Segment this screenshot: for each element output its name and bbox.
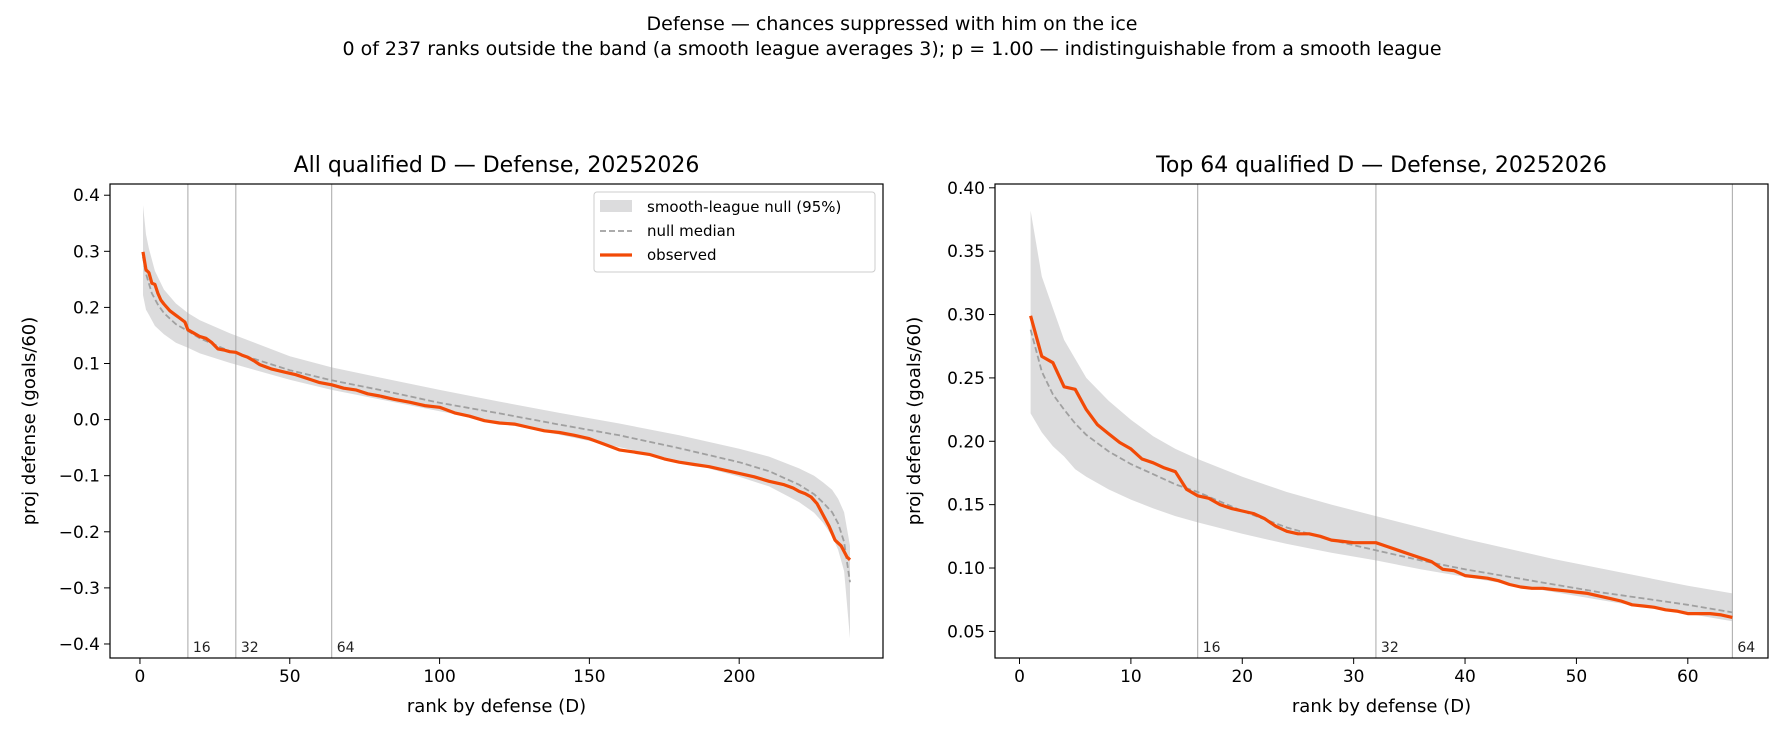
y-tick-label: −0.4 bbox=[59, 635, 100, 655]
x-tick-label: 60 bbox=[1677, 667, 1699, 687]
chart-title: All qualified D — Defense, 20252026 bbox=[294, 153, 700, 178]
null-band bbox=[1030, 210, 1733, 622]
y-tick-label: 0.15 bbox=[947, 496, 985, 516]
observed-line bbox=[1029, 315, 1733, 619]
rank-cutoff-label-32: 32 bbox=[241, 640, 259, 656]
x-tick-label: 50 bbox=[279, 667, 301, 687]
figure-title-line-2: 0 of 237 ranks outside the band (a smoot… bbox=[342, 38, 1442, 60]
y-tick-label: 0.05 bbox=[947, 622, 985, 642]
y-tick-label: 0.0 bbox=[73, 411, 100, 431]
y-tick-label: 0.20 bbox=[947, 432, 985, 452]
legend-band-swatch bbox=[600, 200, 632, 212]
figure-title: Defense — chances suppressed with him on… bbox=[0, 12, 1784, 62]
observed-line bbox=[141, 251, 852, 561]
y-tick-label: −0.1 bbox=[59, 467, 100, 487]
chart-title: Top 64 qualified D — Defense, 20252026 bbox=[1155, 153, 1607, 178]
x-tick-label: 100 bbox=[423, 667, 455, 687]
chart-panel-1: 16 32 64 0 50 100 150 200 −0.4 −0.3 −0.2 −0.1 0.0 0.1… bbox=[19, 153, 884, 717]
y-tick-label: 0.10 bbox=[947, 559, 985, 579]
rank-cutoff-label-16: 16 bbox=[193, 640, 211, 656]
plot-area bbox=[1029, 184, 1733, 658]
x-axis-label: rank by defense (D) bbox=[1292, 696, 1471, 717]
null-median-line bbox=[1029, 329, 1733, 614]
y-tick-label: 0.35 bbox=[947, 242, 985, 262]
legend: smooth-league null (95%) null median obser… bbox=[593, 191, 876, 273]
axes-frame bbox=[994, 183, 1769, 659]
null-median-line bbox=[142, 256, 851, 583]
x-tick-label: 50 bbox=[1566, 667, 1588, 687]
y-tick-label: 0.30 bbox=[947, 306, 985, 326]
y-axis-label: proj defense (goals/60) bbox=[904, 317, 925, 526]
y-tick-label: 0.1 bbox=[73, 355, 100, 375]
y-tick-label: 0.2 bbox=[73, 298, 100, 318]
y-axis-label: proj defense (goals/60) bbox=[19, 317, 40, 526]
x-tick-label: 0 bbox=[1014, 667, 1025, 687]
legend-box bbox=[593, 191, 876, 273]
x-tick-label: 10 bbox=[1120, 667, 1142, 687]
y-tick-label: 0.3 bbox=[73, 242, 100, 262]
y-tick-label: 0.4 bbox=[73, 186, 100, 206]
rank-cutoff-label-64: 64 bbox=[337, 640, 355, 656]
x-tick-label: 30 bbox=[1343, 667, 1365, 687]
plot-area bbox=[141, 184, 852, 658]
x-tick-label: 200 bbox=[723, 667, 755, 687]
x-tick-label: 20 bbox=[1231, 667, 1253, 687]
rank-cutoff-label-32: 32 bbox=[1381, 640, 1399, 656]
rank-cutoff-label-16: 16 bbox=[1203, 640, 1221, 656]
x-axis-label: rank by defense (D) bbox=[407, 696, 586, 717]
figure-title-line-1: Defense — chances suppressed with him on… bbox=[646, 13, 1138, 35]
x-tick-label: 0 bbox=[135, 667, 146, 687]
y-tick-label: 0.25 bbox=[947, 369, 985, 389]
legend-median-label: null median bbox=[647, 222, 735, 240]
axes-frame bbox=[109, 183, 884, 659]
x-tick-label: 150 bbox=[573, 667, 605, 687]
y-tick-label: −0.3 bbox=[59, 579, 100, 599]
y-tick-label: −0.2 bbox=[59, 523, 100, 543]
x-tick-label: 40 bbox=[1454, 667, 1476, 687]
legend-observed-label: observed bbox=[647, 246, 717, 264]
y-tick-label: 0.40 bbox=[947, 179, 985, 199]
legend-band-label: smooth-league null (95%) bbox=[647, 198, 841, 216]
rank-cutoff-label-64: 64 bbox=[1737, 640, 1755, 656]
chart-panel-2: 16 32 64 0 10 20 30 40 50 60 0.05 0.10 0.15 0.20 0.25 0… bbox=[904, 153, 1769, 717]
